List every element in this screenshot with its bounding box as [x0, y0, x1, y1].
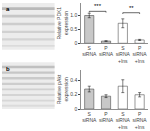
- svg-text:PsiRNA+Ins: PsiRNA+Ins: [133, 45, 148, 64]
- svg-text:***: ***: [94, 3, 102, 9]
- svg-text:0.5: 0.5: [70, 26, 77, 32]
- svg-text:PsiRNA+Ins: PsiRNA+Ins: [133, 111, 148, 130]
- svg-text:Relative PDK1expression: Relative PDK1expression: [56, 7, 69, 40]
- svg-text:0.2: 0.2: [70, 91, 77, 97]
- svg-text:PsiRNA: PsiRNA: [99, 45, 114, 58]
- svg-text:0: 0: [74, 106, 77, 112]
- svg-text:b: b: [6, 66, 10, 72]
- svg-text:Relative pAktexpression: Relative pAktexpression: [56, 74, 69, 104]
- svg-text:1.0: 1.0: [70, 12, 77, 18]
- svg-text:SsiRNA: SsiRNA: [82, 45, 97, 58]
- svg-text:SsiRNA: SsiRNA: [82, 111, 97, 124]
- svg-text:**: **: [129, 5, 134, 11]
- svg-text:0: 0: [74, 40, 77, 46]
- svg-text:a: a: [6, 6, 10, 12]
- svg-text:SsiRNA+Ins: SsiRNA+Ins: [116, 111, 131, 130]
- svg-text:0.4: 0.4: [70, 77, 77, 83]
- svg-text:PsiRNA: PsiRNA: [99, 111, 114, 124]
- svg-text:SsiRNA+Ins: SsiRNA+Ins: [116, 45, 131, 64]
